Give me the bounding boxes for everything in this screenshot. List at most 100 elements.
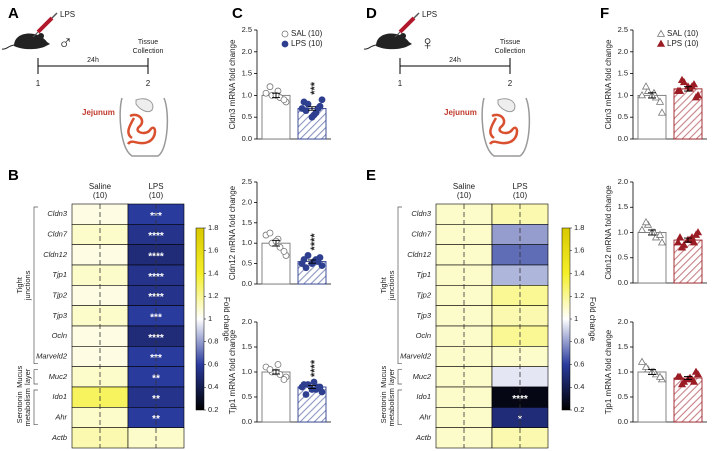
- y-tick-label: 0.5: [242, 112, 252, 121]
- y-tick-label: 2.5: [618, 25, 628, 34]
- data-point: [637, 357, 647, 365]
- data-point: [691, 93, 701, 101]
- y-tick-label: 0.5: [618, 392, 628, 401]
- row-group-label: Mucuslayer: [379, 366, 396, 388]
- row-label: Cldn3: [411, 209, 431, 218]
- heatmap-cell: [71, 224, 129, 245]
- colorbar-tick-label: 0.4: [208, 382, 218, 391]
- sex-symbol: ♀: [420, 32, 435, 54]
- colorbar: [561, 227, 571, 411]
- row-label: Ido1: [52, 392, 67, 401]
- significance: ****: [309, 233, 321, 251]
- colorbar-tick-label: 0.2: [208, 405, 218, 414]
- row-group-line: layer: [387, 368, 396, 385]
- row-group-line: layer: [23, 368, 32, 385]
- stomach: [497, 98, 516, 113]
- data-point: [637, 90, 647, 99]
- significance: *: [518, 414, 522, 425]
- significance: **: [152, 414, 160, 425]
- row-label: Ahr: [418, 412, 431, 421]
- row-group-line: metabolism: [387, 388, 396, 426]
- significance: ***: [309, 81, 321, 95]
- schematic: LPS ♂ 24h 1 2 Tissue Collection Jejunum: [1, 10, 169, 157]
- row-label: Muc2: [49, 372, 68, 381]
- data-point: [318, 262, 326, 270]
- y-tick-label: 1.5: [242, 342, 252, 351]
- stomach: [135, 98, 154, 113]
- data-point: [643, 86, 653, 94]
- group-n: (10): [457, 191, 472, 200]
- data-point: [677, 75, 687, 83]
- y-tick-label: 0.0: [618, 134, 628, 143]
- y-tick-label: 0.0: [618, 417, 628, 426]
- tissue-label: Jejunum: [444, 108, 477, 117]
- colorbar-label: Fold change: [588, 297, 597, 342]
- panel-letter: E: [366, 167, 376, 184]
- row-group-bracket: [33, 369, 38, 385]
- y-axis-label: Cldn12 mRNA fold change: [604, 185, 613, 280]
- jejunum-coil: [488, 113, 519, 145]
- syringe-plunger: [51, 12, 58, 19]
- syringe-plunger: [413, 12, 420, 19]
- data-point: [675, 372, 685, 380]
- data-point: [302, 264, 310, 272]
- data-point: [281, 30, 289, 38]
- y-axis-label: Tjp1 mRNA fold change: [228, 329, 237, 414]
- row-group-line: Tight: [15, 276, 24, 293]
- colorbar-tick-label: 1: [208, 314, 212, 323]
- y-tick-label: 2.0: [618, 177, 628, 186]
- row-label: Marveld2: [400, 351, 432, 360]
- syringe-barrel: [36, 16, 54, 34]
- data-point: [677, 243, 687, 251]
- mouse-ear: [38, 33, 44, 39]
- intestine-outline: [481, 97, 531, 157]
- interval-label: 24h: [449, 57, 461, 64]
- row-group-line: Mucus: [15, 366, 24, 388]
- y-tick-label: 2.0: [618, 317, 628, 326]
- row-label: Cldn12: [407, 250, 432, 259]
- significance: ****: [148, 333, 164, 344]
- syringe-barrel: [398, 16, 416, 34]
- syringe-needle: [32, 31, 39, 38]
- intestine-outline: [119, 97, 169, 157]
- panel-letter: C: [232, 5, 243, 22]
- row-group-bracket: [397, 206, 402, 365]
- group-n: (10): [93, 191, 108, 200]
- panel-letter: A: [8, 5, 19, 22]
- data-point: [308, 113, 316, 121]
- data-point: [280, 376, 288, 383]
- heatmap-cell: [491, 224, 549, 245]
- colorbar-tick-label: 0.2: [574, 405, 584, 414]
- data-point: [677, 380, 687, 388]
- colorbar-tick-label: 0.4: [574, 382, 584, 391]
- data-point: [689, 238, 699, 246]
- row-group-label: Tightjunctions: [15, 270, 32, 301]
- injection-label: LPS: [60, 10, 75, 19]
- data-point: [641, 362, 651, 370]
- y-tick-label: 0.5: [242, 259, 252, 268]
- colorbar-tick-label: 1.2: [208, 291, 218, 300]
- bar: [673, 377, 703, 423]
- mouse-tail: [363, 44, 377, 50]
- interval-label: 24h: [87, 57, 99, 64]
- row-label: Tjp3: [416, 311, 431, 320]
- legend-label: SAL (10): [667, 29, 699, 38]
- colorbar-tick-label: 0.8: [208, 337, 218, 346]
- y-tick-label: 1.5: [242, 218, 252, 227]
- colorbar-tick-label: 1: [574, 314, 578, 323]
- row-label: Actb: [415, 433, 431, 442]
- data-point: [266, 83, 274, 91]
- row-label: Cldn7: [47, 229, 67, 238]
- data-point: [641, 217, 651, 226]
- group-n: (10): [149, 191, 164, 200]
- timepoint-label: 2: [146, 79, 151, 88]
- y-tick-label: 0.0: [618, 278, 628, 287]
- data-point: [304, 252, 312, 259]
- row-label: Tjp2: [416, 290, 431, 299]
- y-tick-label: 1.0: [618, 90, 628, 99]
- y-tick-label: 1.5: [618, 342, 628, 351]
- data-point: [302, 391, 310, 398]
- row-label: Ocln: [416, 331, 431, 340]
- schematic: LPS ♀ 24h 1 2 Tissue Collection Jejunum: [363, 10, 531, 157]
